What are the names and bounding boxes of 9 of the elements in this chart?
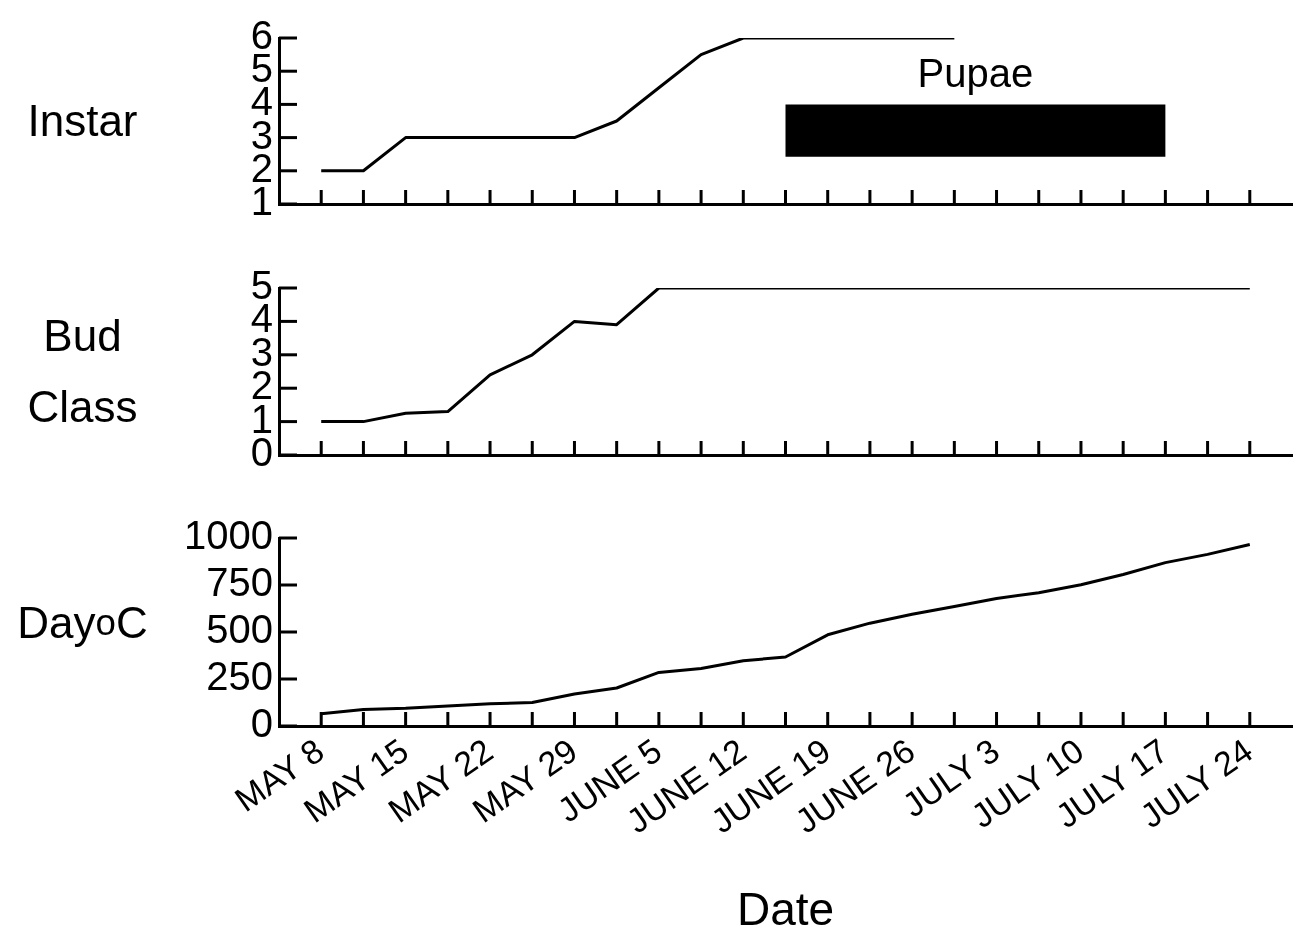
y-tick-label: 0 [250, 701, 273, 746]
y-tick-label: 500 [206, 607, 273, 652]
y-axis-title: Bud Class [26, 310, 139, 433]
y-tick-label: 1000 [184, 513, 273, 558]
y-tick-label: 250 [206, 654, 273, 699]
x-axis-title: Date [736, 883, 835, 936]
y-tick-label: 750 [206, 560, 273, 605]
y-axis-title: Instar [26, 94, 139, 147]
band-label: Pupae [917, 51, 1034, 96]
